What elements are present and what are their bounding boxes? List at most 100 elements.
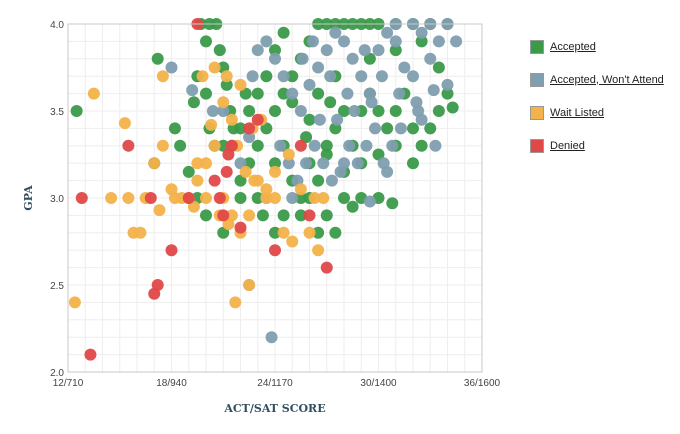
- data-point: [320, 139, 333, 152]
- data-point: [269, 157, 281, 170]
- data-point: [213, 44, 226, 57]
- y-tick-label: 2.5: [50, 281, 64, 292]
- data-point: [338, 192, 350, 204]
- data-point: [186, 84, 199, 97]
- data-point: [286, 87, 299, 100]
- legend-item-accepted[interactable]: Accepted: [530, 30, 664, 63]
- data-point: [239, 165, 252, 178]
- data-point: [286, 96, 299, 109]
- data-point: [187, 96, 200, 109]
- data-point: [312, 61, 325, 74]
- data-point: [303, 209, 316, 222]
- data-point: [381, 122, 394, 135]
- data-point: [294, 105, 307, 117]
- legend-item-denied[interactable]: Denied: [530, 129, 664, 162]
- data-point: [308, 139, 321, 152]
- data-point: [429, 139, 442, 152]
- data-point: [208, 61, 221, 74]
- legend-item-accepted-wont-attend[interactable]: Accepted, Won't Attend: [530, 63, 664, 96]
- data-point: [182, 192, 195, 204]
- data-point: [282, 157, 295, 170]
- data-point: [320, 44, 333, 57]
- data-point: [260, 70, 273, 83]
- data-point: [248, 174, 261, 187]
- plot-frame: [67, 23, 483, 373]
- data-point: [277, 87, 290, 100]
- data-point: [432, 35, 445, 48]
- data-point: [234, 221, 247, 234]
- legend-label: Accepted, Won't Attend: [550, 73, 664, 86]
- data-point: [148, 157, 161, 170]
- data-point: [294, 209, 307, 222]
- x-tick-label: 24/1170: [257, 378, 293, 389]
- data-point: [165, 244, 178, 257]
- data-point: [222, 148, 235, 161]
- data-point: [265, 331, 278, 344]
- data-point: [303, 113, 316, 126]
- data-point: [213, 192, 226, 204]
- data-point: [329, 226, 342, 239]
- data-point: [313, 113, 326, 126]
- data-point: [441, 78, 454, 91]
- data-point: [294, 139, 307, 152]
- x-axis-title: ACT/SAT SCORE: [223, 402, 325, 415]
- data-point: [300, 131, 313, 144]
- legend-label: Denied: [550, 139, 585, 152]
- data-point: [369, 122, 382, 135]
- data-point: [415, 113, 428, 126]
- data-point: [450, 35, 463, 48]
- data-point: [407, 122, 419, 135]
- data-point: [286, 235, 299, 248]
- data-point: [424, 122, 437, 135]
- data-point: [329, 26, 342, 39]
- data-point: [303, 226, 316, 239]
- data-point: [286, 192, 299, 204]
- data-point: [320, 261, 333, 274]
- data-point: [260, 192, 273, 204]
- data-point: [346, 200, 359, 213]
- data-point: [251, 192, 264, 204]
- data-point: [446, 101, 459, 114]
- data-point: [156, 70, 169, 83]
- data-point: [269, 226, 281, 239]
- legend-swatch: [530, 72, 544, 87]
- data-point: [338, 35, 350, 48]
- data-point: [217, 105, 230, 117]
- legend: Accepted Accepted, Won't Attend Wait Lis…: [530, 30, 664, 162]
- data-point: [394, 122, 407, 135]
- tick-labels: 12/710 18/940 24/1170 30/1400 36/1600 2.0 2.5 3…: [50, 20, 500, 389]
- data-point: [300, 157, 313, 170]
- data-point: [260, 122, 273, 135]
- data-point: [277, 209, 290, 222]
- data-point: [222, 218, 235, 231]
- data-point: [87, 87, 100, 100]
- data-point: [84, 348, 97, 361]
- data-point: [196, 70, 209, 83]
- data-point: [312, 244, 325, 257]
- data-point: [206, 105, 219, 117]
- data-point: [424, 52, 437, 65]
- data-point: [251, 139, 264, 152]
- data-point: [296, 52, 309, 65]
- data-point: [317, 157, 330, 170]
- data-point: [346, 52, 359, 65]
- data-point: [386, 139, 399, 152]
- data-point: [239, 87, 252, 100]
- data-point: [251, 113, 264, 126]
- data-point: [269, 105, 281, 117]
- data-point: [386, 197, 399, 210]
- legend-label: Wait Listed: [550, 106, 605, 119]
- data-point: [151, 279, 164, 291]
- legend-item-wait-listed[interactable]: Wait Listed: [530, 96, 664, 129]
- y-tick-label: 3.0: [50, 194, 64, 205]
- data-point: [174, 139, 187, 152]
- data-point: [363, 52, 376, 65]
- data-point: [134, 226, 147, 239]
- data-point: [243, 122, 256, 135]
- data-point: [217, 96, 230, 109]
- data-point: [243, 279, 256, 291]
- legend-swatch: [530, 138, 544, 153]
- data-point: [381, 165, 394, 178]
- data-point: [251, 87, 264, 100]
